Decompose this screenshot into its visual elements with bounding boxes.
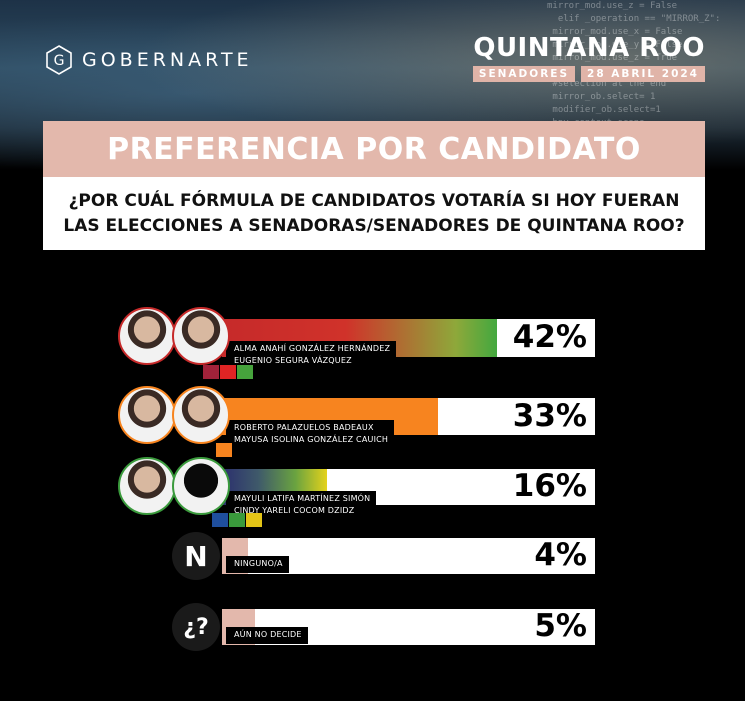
candidate-photo [172,457,230,515]
question-box: ¿POR CUÁL FÓRMULA DE CANDIDATOS VOTARÍA … [43,177,705,250]
candidate-label: NINGUNO/A [226,556,289,573]
candidate-name-1: AÚN NO DECIDE [234,630,302,639]
bar-value-label: 16% [512,468,587,504]
chamber-label: SENADORES [472,66,576,82]
none-badge-icon: N [172,532,220,580]
candidate-photo [118,457,176,515]
bar-value-label: 4% [534,537,587,573]
brand-logo: G GOBERNARTE [44,45,253,75]
chart-title: PREFERENCIA POR CANDIDATO [107,131,641,167]
candidate-label: ROBERTO PALAZUELOS BADEAUX MAYUSA ISOLINA… [226,420,395,449]
region-title: QUINTANA ROO [473,33,705,63]
survey-question: ¿POR CUÁL FÓRMULA DE CANDIDATOS VOTARÍA … [63,190,685,236]
bar-value-label: 5% [534,608,587,644]
candidate-photo [118,307,176,365]
candidate-photo [172,307,230,365]
bar-value-label: 42% [512,319,587,355]
svg-text:G: G [54,53,65,69]
date-label: 28 ABRIL 2024 [581,66,705,82]
party-pan-icon [212,513,228,527]
region-subtitle: SENADORES 28 ABRIL 2024 [472,66,705,82]
candidate-name-1: ALMA ANAHÍ GONZÁLEZ HERNÁNDEZ [234,344,391,353]
party-morena-icon [203,365,219,379]
party-verde-icon [237,365,253,379]
candidate-name-1: MAYULI LATIFA MARTÍNEZ SIMÓN [234,494,371,503]
candidate-name-2: EUGENIO SEGURA VÁZQUEZ [234,356,352,365]
party-logos [212,513,262,527]
party-pri-icon [229,513,245,527]
party-logos [216,443,232,457]
region-block: QUINTANA ROO SENADORES 28 ABRIL 2024 [472,33,705,82]
candidate-photo [118,386,176,444]
party-mc-icon [216,443,232,457]
candidate-name-2: MAYUSA ISOLINA GONZÁLEZ CAUICH [234,435,389,444]
bar-value-label: 33% [512,397,587,434]
party-logos [203,365,253,379]
brand-name: GOBERNARTE [82,49,253,71]
gobernarte-logo-icon: G [46,45,72,75]
candidate-photo [172,386,230,444]
candidate-label: ALMA ANAHÍ GONZÁLEZ HERNÁNDEZ EUGENIO SEG… [226,341,397,370]
undecided-badge-icon: ¿? [172,603,220,651]
candidate-name-2: CINDY YARELI COCOM DZIDZ [234,506,355,515]
candidate-name-1: NINGUNO/A [234,559,283,568]
chart-title-bar: PREFERENCIA POR CANDIDATO [43,121,705,177]
party-prd-icon [246,513,262,527]
candidate-name-1: ROBERTO PALAZUELOS BADEAUX [234,423,374,432]
candidate-label: AÚN NO DECIDE [226,627,308,644]
party-pt-icon [220,365,236,379]
